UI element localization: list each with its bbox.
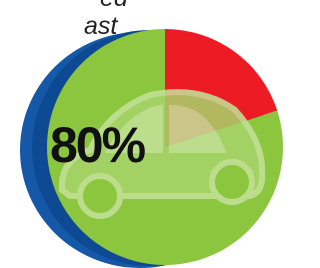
page: {"chart_data": {"type": "pie", "title_li… bbox=[0, 0, 320, 268]
chart: ed ast 80% bbox=[0, 0, 290, 268]
value-label: 80% bbox=[50, 117, 146, 173]
title-fragment: ed bbox=[100, 0, 129, 12]
